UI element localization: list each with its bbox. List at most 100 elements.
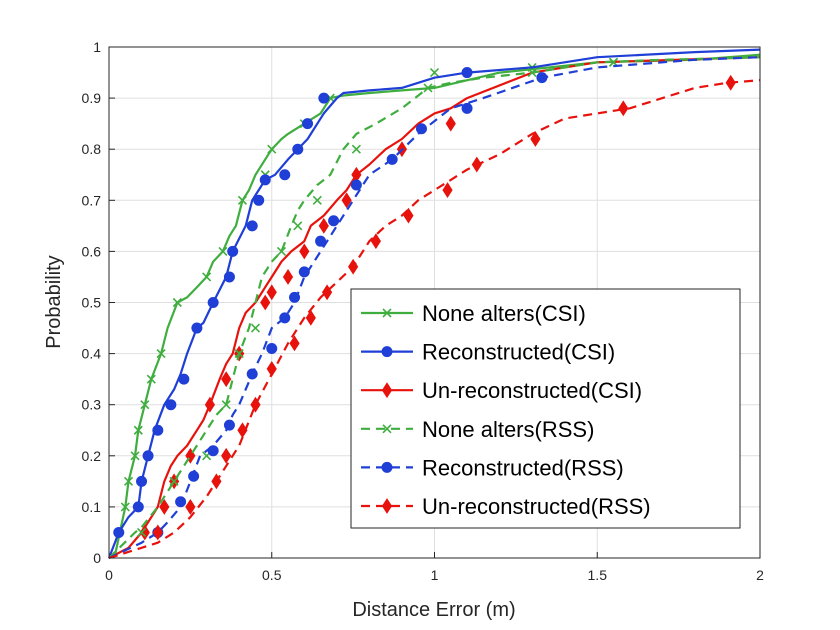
data-point (315, 235, 327, 247)
data-point (403, 207, 414, 224)
legend-item: None alters(RSS) (361, 417, 594, 442)
series-3 (108, 56, 761, 559)
x-axis-title: Distance Error (m) (352, 599, 515, 621)
series-line (108, 79, 761, 560)
data-point (250, 396, 261, 413)
data-point (191, 322, 203, 334)
series-line (107, 48, 761, 559)
data-point (175, 496, 187, 508)
data-point (169, 476, 179, 486)
data-point (178, 373, 190, 385)
series-line (108, 56, 761, 559)
data-point (266, 284, 277, 301)
data-point (120, 502, 130, 512)
data-point (321, 284, 333, 301)
x-tick-label: 1.5 (588, 567, 608, 583)
data-point (218, 246, 228, 256)
y-tick-label: 0.7 (82, 192, 102, 208)
legend-item: Reconstructed(CSI) (361, 340, 615, 365)
y-tick-label: 0.6 (82, 243, 102, 259)
legend-item: Un-reconstructed(RSS) (361, 494, 651, 519)
data-point (341, 192, 352, 209)
data-point (429, 67, 440, 78)
legend-item: None alters(CSI) (361, 301, 586, 326)
y-tick-label: 0 (93, 550, 101, 566)
data-point (351, 144, 361, 154)
data-point (725, 74, 736, 91)
series-6 (108, 74, 761, 560)
data-point (461, 67, 473, 79)
data-point (133, 425, 143, 435)
data-point (152, 424, 164, 436)
data-point (223, 419, 235, 431)
data-point (289, 335, 300, 352)
data-point (350, 179, 362, 191)
data-point (442, 182, 453, 199)
data-point (221, 447, 232, 464)
data-point (165, 399, 177, 411)
data-point (279, 312, 291, 324)
legend-label: Reconstructed(CSI) (422, 340, 615, 365)
data-point (136, 475, 148, 487)
y-tick-label: 0.5 (82, 295, 102, 311)
data-point (386, 153, 398, 165)
series-line (108, 56, 761, 559)
data-point (282, 269, 294, 285)
data-point (445, 115, 456, 132)
data-point (328, 215, 340, 227)
data-point (185, 498, 196, 515)
data-point (207, 297, 219, 308)
ticks: 0 0.5 1 1.5 2 0 0.1 0.2 0.3 0.4 0.5 0.6 0.7 0.8 0.9 1 (82, 39, 765, 583)
data-point (289, 291, 301, 303)
data-point (223, 271, 235, 283)
x-tick-label: 0 (105, 567, 113, 583)
data-point (312, 195, 322, 205)
series-4 (108, 56, 761, 559)
legend-marker (382, 308, 392, 318)
y-tick-label: 0.2 (82, 448, 102, 464)
data-point (202, 272, 212, 282)
series-line (108, 56, 761, 559)
legend-label: None alters(RSS) (422, 417, 594, 442)
data-point (237, 195, 248, 205)
legend-label: Un-reconstructed(RSS) (422, 494, 651, 519)
legend-label: Reconstructed(RSS) (422, 455, 624, 480)
data-point (266, 361, 277, 377)
series-2 (107, 48, 761, 559)
data-point (142, 450, 154, 462)
data-point (246, 220, 258, 232)
data-point (227, 245, 239, 257)
x-tick-label: 1 (431, 567, 439, 583)
data-point (527, 67, 537, 78)
data-point (298, 266, 310, 278)
data-point (140, 400, 150, 410)
y-tick-label: 0.4 (82, 346, 102, 362)
data-point (172, 297, 182, 308)
y-axis-title: Probability (43, 255, 65, 348)
x-tick-label: 2 (756, 567, 764, 583)
data-point (139, 524, 150, 541)
data-point (259, 174, 271, 186)
data-point (260, 294, 271, 311)
data-point (348, 258, 359, 275)
data-point (221, 400, 231, 410)
data-point (113, 526, 125, 538)
data-point (188, 470, 200, 482)
legend-marker (382, 424, 392, 434)
data-point (266, 342, 278, 354)
data-point (415, 123, 427, 135)
legend-label: Un-reconstructed(CSI) (422, 378, 642, 403)
data-point (136, 527, 147, 538)
data-point (461, 102, 473, 114)
y-tick-label: 0.9 (82, 90, 102, 106)
legend-marker (381, 382, 393, 399)
legend-label: None alters(CSI) (422, 301, 586, 326)
data-point (250, 323, 261, 333)
x-tick-label: 0.5 (262, 567, 282, 583)
data-point (123, 476, 134, 486)
data-point (146, 374, 156, 384)
y-tick-label: 0.1 (82, 499, 102, 515)
y-tick-label: 1 (93, 39, 101, 55)
legend: None alters(CSI) Reconstructed(CSI) Un-rec… (350, 288, 741, 529)
